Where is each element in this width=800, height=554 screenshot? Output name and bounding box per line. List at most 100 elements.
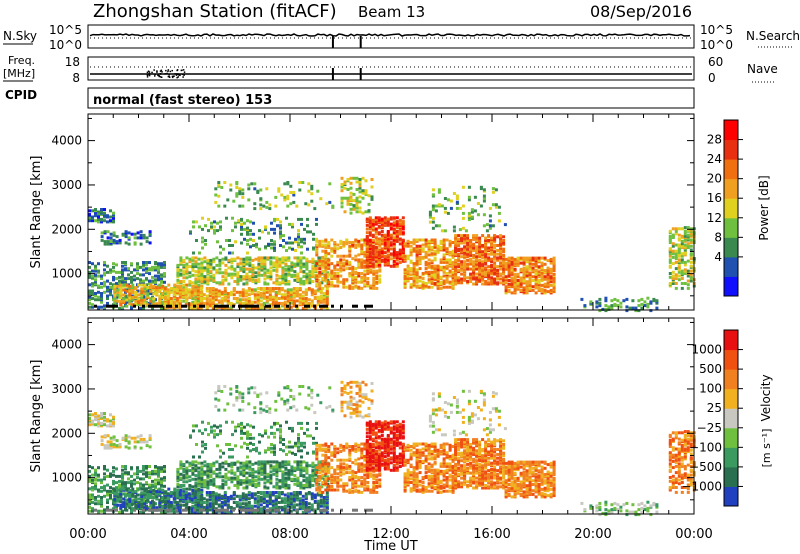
power-cell (152, 299, 156, 303)
power-cell (112, 278, 115, 282)
power-cell (254, 271, 258, 275)
power-cell (531, 275, 535, 279)
power-cell (655, 306, 659, 310)
power-cell (475, 265, 479, 269)
power-cell (197, 270, 201, 274)
velocity-cell (91, 507, 94, 511)
power-cell (427, 274, 431, 278)
velocity-cell (166, 499, 170, 503)
power-cell (178, 306, 182, 310)
power-cell (345, 259, 349, 263)
nave-scatter (156, 70, 158, 72)
power-cell (219, 251, 222, 255)
power-cell (169, 300, 173, 304)
power-cell (406, 264, 410, 268)
power-cell (457, 268, 461, 272)
power-cell (274, 287, 278, 290)
velocity-cell (167, 503, 171, 507)
power-cell (439, 280, 443, 284)
power-cell (244, 289, 248, 293)
station-title: Zhongshan Station (fitACF) (93, 1, 337, 22)
power-cell (457, 258, 461, 262)
velocity-cell (100, 509, 103, 513)
power-cell (398, 232, 402, 236)
velocity-cell (119, 492, 123, 496)
power-cell (224, 263, 228, 267)
power-cell (286, 294, 290, 298)
power-cell (194, 256, 198, 260)
power-cell (209, 270, 213, 274)
power-cell (321, 259, 325, 263)
power-cell (319, 197, 323, 201)
power-cell (154, 278, 157, 282)
velocity-cell (158, 490, 162, 494)
power-cell (510, 262, 514, 266)
velocity-cell (115, 444, 119, 448)
power-cell (112, 262, 115, 266)
power-cell (349, 207, 353, 211)
power-cell (493, 261, 497, 265)
power-cell (100, 300, 103, 304)
power-cell (442, 255, 446, 259)
velocity-cell (94, 412, 97, 415)
power-cell (481, 268, 485, 272)
power-cell (398, 248, 402, 252)
power-cell (427, 278, 431, 282)
power-cell (225, 216, 228, 220)
power-cell (516, 272, 520, 276)
power-cell (401, 238, 405, 242)
power-cell (318, 282, 322, 285)
power-cell (392, 252, 396, 256)
power-cell (328, 182, 332, 186)
nave-scatter (159, 72, 162, 75)
power-cell (318, 267, 322, 271)
power-heatmap-cells (88, 176, 696, 313)
power-cell (97, 269, 100, 273)
power-cell (342, 243, 346, 247)
power-cell (220, 290, 224, 294)
power-cell (270, 246, 273, 250)
power-cell (287, 280, 291, 283)
power-cell (342, 258, 346, 262)
power-cell (436, 268, 440, 272)
power-cell (409, 283, 413, 287)
power-cell (163, 263, 166, 267)
nsearch-tick-bottom: 10^0 (700, 38, 733, 52)
power-cell (395, 258, 399, 262)
power-cell (467, 218, 471, 222)
velocity-cell (100, 478, 103, 482)
power-cell (268, 207, 272, 211)
velocity-cell (100, 501, 103, 504)
power-cell (431, 220, 435, 224)
power-cell (124, 267, 127, 271)
power-cell (424, 260, 428, 264)
power-cell (325, 287, 329, 290)
power-cell (421, 277, 425, 280)
power-cell (503, 223, 507, 227)
power-cell (386, 221, 390, 225)
power-cell (380, 236, 384, 240)
power-cell (202, 297, 206, 300)
power-cell (445, 275, 449, 279)
power-cell (179, 258, 183, 262)
power-cell (106, 220, 109, 224)
nave-scatter (164, 73, 166, 75)
power-cell (418, 238, 422, 242)
power-cell (475, 267, 479, 271)
velocity-cell (143, 496, 147, 500)
power-cell (290, 273, 294, 277)
power-cell (130, 305, 133, 309)
power-cell (192, 225, 195, 229)
nave-scatter (172, 76, 174, 79)
power-cell (472, 268, 476, 272)
power-cell (199, 290, 203, 294)
power-cell (549, 288, 553, 292)
nave-scatter (147, 70, 150, 72)
power-cell (294, 240, 297, 244)
power-cell (109, 232, 113, 236)
power-cell (680, 227, 684, 231)
power-cell (409, 248, 413, 252)
velocity-cell (121, 474, 124, 478)
power-cell (142, 306, 145, 310)
power-cell (540, 261, 544, 265)
